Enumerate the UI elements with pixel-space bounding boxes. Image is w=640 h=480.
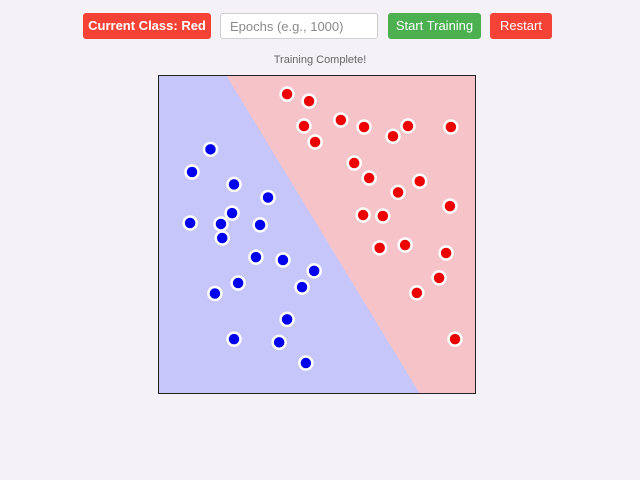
red-point [296, 118, 312, 134]
red-point [279, 86, 295, 102]
blue-point [214, 230, 230, 246]
blue-point [202, 141, 219, 158]
blue-point [275, 252, 291, 268]
red-point [411, 173, 428, 189]
red-point [443, 119, 459, 135]
red-point [375, 208, 391, 224]
red-point [438, 245, 454, 261]
blue-point [294, 279, 310, 295]
red-point [307, 134, 323, 150]
start-training-button[interactable]: Start Training [388, 13, 481, 39]
blue-region [158, 75, 421, 394]
red-point [371, 240, 388, 256]
toolbar: Current Class: Red Start Training Restar… [0, 13, 640, 39]
red-point [356, 119, 372, 135]
blue-point [271, 334, 287, 351]
blue-point [226, 331, 242, 347]
classification-canvas[interactable] [158, 75, 476, 394]
red-point [301, 93, 317, 109]
red-point [385, 128, 401, 144]
blue-point [306, 263, 322, 279]
plot-svg[interactable] [158, 75, 476, 394]
blue-point [298, 355, 314, 371]
blue-point [182, 215, 198, 231]
training-status: Training Complete! [273, 54, 367, 66]
plot-border [158, 75, 476, 394]
red-point [431, 270, 447, 286]
red-point [333, 112, 349, 128]
blue-point [224, 205, 240, 221]
red-point [409, 285, 425, 301]
restart-button[interactable]: Restart [490, 13, 552, 39]
blue-point [279, 311, 295, 328]
red-point [397, 237, 413, 253]
blue-point [252, 217, 268, 233]
red-point [447, 331, 463, 347]
blue-point [260, 189, 276, 206]
red-point [390, 184, 406, 201]
red-point [346, 155, 362, 171]
blue-point [248, 249, 264, 265]
red-point [355, 207, 371, 223]
epochs-input[interactable] [220, 13, 378, 39]
red-point [442, 198, 458, 214]
blue-point [226, 176, 242, 193]
red-point [400, 118, 416, 134]
blue-point [230, 275, 246, 291]
current-class-button[interactable]: Current Class: Red [83, 13, 211, 39]
blue-point [207, 285, 223, 302]
red-point [361, 170, 377, 186]
blue-point [184, 164, 200, 180]
blue-point [213, 216, 229, 232]
